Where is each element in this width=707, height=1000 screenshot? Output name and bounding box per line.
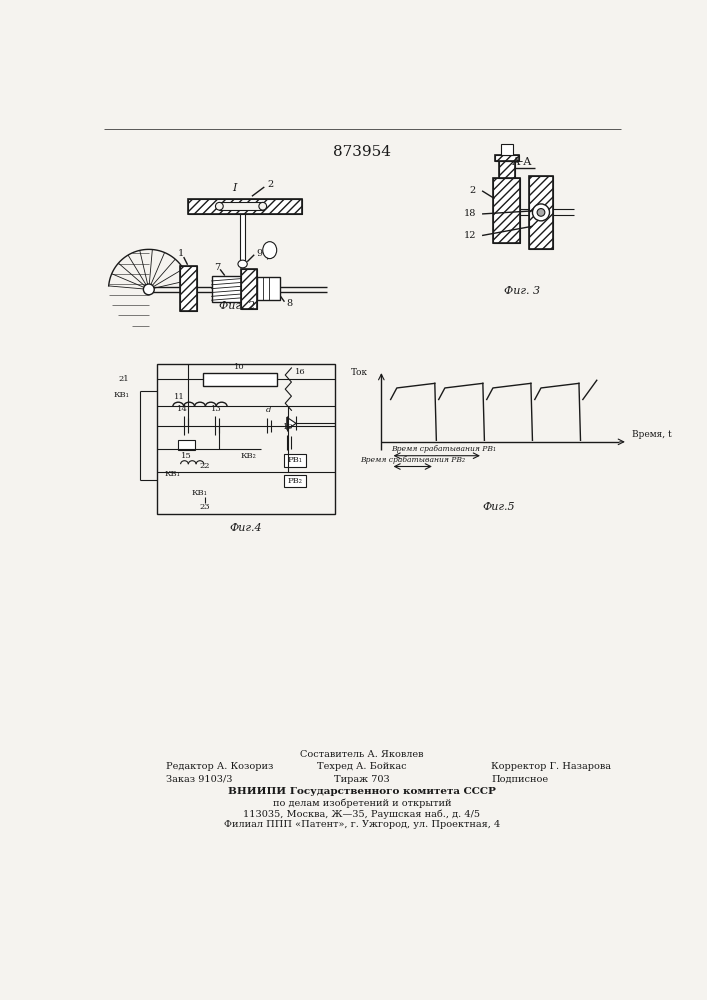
Text: 8: 8 — [286, 299, 292, 308]
Text: 113035, Москва, Ж—35, Раушская наб., д. 4/5: 113035, Москва, Ж—35, Раушская наб., д. … — [243, 809, 481, 819]
Text: Корректор Г. Назарова: Корректор Г. Назарова — [491, 762, 612, 771]
Text: 19: 19 — [283, 423, 293, 431]
Text: по делам изобретений и открытий: по делам изобретений и открытий — [273, 798, 451, 808]
Text: 1: 1 — [178, 249, 185, 258]
Bar — [499, 161, 515, 178]
Text: А-А: А-А — [512, 157, 532, 167]
Text: 16: 16 — [296, 368, 306, 376]
Bar — [501, 144, 513, 155]
Text: КВ₁: КВ₁ — [164, 470, 180, 478]
Text: Фиг. 3: Фиг. 3 — [504, 286, 540, 296]
Text: Фиг.5: Фиг.5 — [483, 502, 515, 512]
Text: Фиг.4: Фиг.4 — [229, 523, 262, 533]
Ellipse shape — [263, 242, 276, 259]
Text: РВ₂: РВ₂ — [288, 477, 303, 485]
Bar — [257, 277, 280, 300]
Text: 11: 11 — [175, 393, 185, 401]
Text: 14: 14 — [177, 405, 187, 413]
Text: 873954: 873954 — [333, 145, 391, 159]
Text: 7: 7 — [214, 263, 220, 272]
Bar — [203, 373, 276, 386]
Text: Время срабатывания РВ₂: Время срабатывания РВ₂ — [360, 456, 464, 464]
Ellipse shape — [238, 260, 247, 268]
Bar — [530, 176, 553, 249]
Text: 10: 10 — [234, 363, 245, 371]
Text: d: d — [266, 406, 271, 414]
Ellipse shape — [259, 202, 267, 210]
Bar — [180, 266, 197, 311]
Bar — [493, 178, 520, 243]
Bar — [284, 454, 306, 466]
Bar — [211, 276, 241, 302]
Text: Время, t: Время, t — [633, 430, 672, 439]
Bar — [187, 199, 303, 214]
Bar — [241, 269, 257, 309]
Text: 23: 23 — [199, 503, 210, 511]
Bar — [178, 440, 195, 450]
Text: 2: 2 — [267, 180, 274, 189]
Text: 22: 22 — [199, 462, 210, 470]
Bar — [219, 202, 263, 210]
Circle shape — [144, 284, 154, 295]
Text: 15: 15 — [182, 452, 192, 460]
Text: КВ₁: КВ₁ — [114, 391, 129, 399]
Text: Ток: Ток — [351, 368, 368, 377]
Bar — [241, 269, 257, 309]
Text: Заказ 9103/3: Заказ 9103/3 — [166, 775, 233, 784]
Text: Техред А. Бойкас: Техред А. Бойкас — [317, 762, 407, 771]
Text: Редактор А. Козориз: Редактор А. Козориз — [166, 762, 273, 771]
Text: Филиал ППП «Патент», г. Ужгород, ул. Проектная, 4: Филиал ППП «Патент», г. Ужгород, ул. Про… — [224, 820, 500, 829]
Bar — [495, 155, 518, 161]
Text: 18: 18 — [464, 209, 476, 218]
Circle shape — [532, 204, 549, 221]
Bar — [156, 364, 335, 514]
Text: Время срабатывания РВ₁: Время срабатывания РВ₁ — [392, 445, 496, 453]
Ellipse shape — [216, 202, 223, 210]
Text: КВ₂: КВ₂ — [240, 452, 256, 460]
Text: 21: 21 — [119, 375, 129, 383]
Bar — [499, 161, 515, 178]
Text: 13: 13 — [211, 405, 221, 413]
Text: Составитель А. Яковлев: Составитель А. Яковлев — [300, 750, 423, 759]
Text: КВ₁: КВ₁ — [192, 489, 207, 497]
Bar — [284, 475, 306, 487]
Text: Фиг. 2: Фиг. 2 — [219, 301, 255, 311]
Bar — [240, 214, 245, 262]
Text: I: I — [233, 183, 237, 193]
Text: ВНИИПИ Государственного комитета СССР: ВНИИПИ Государственного комитета СССР — [228, 787, 496, 796]
Bar — [180, 266, 197, 311]
Text: 2: 2 — [469, 186, 476, 195]
Polygon shape — [287, 417, 296, 430]
Bar — [495, 155, 518, 161]
Bar — [493, 178, 520, 243]
Text: Тираж 703: Тираж 703 — [334, 775, 390, 784]
Bar — [530, 176, 553, 249]
Circle shape — [537, 209, 545, 216]
Text: 12: 12 — [463, 231, 476, 240]
Text: Подписное: Подписное — [491, 775, 549, 784]
Bar — [187, 199, 303, 214]
Text: РВ₁: РВ₁ — [288, 456, 303, 464]
Text: 9: 9 — [257, 249, 263, 258]
